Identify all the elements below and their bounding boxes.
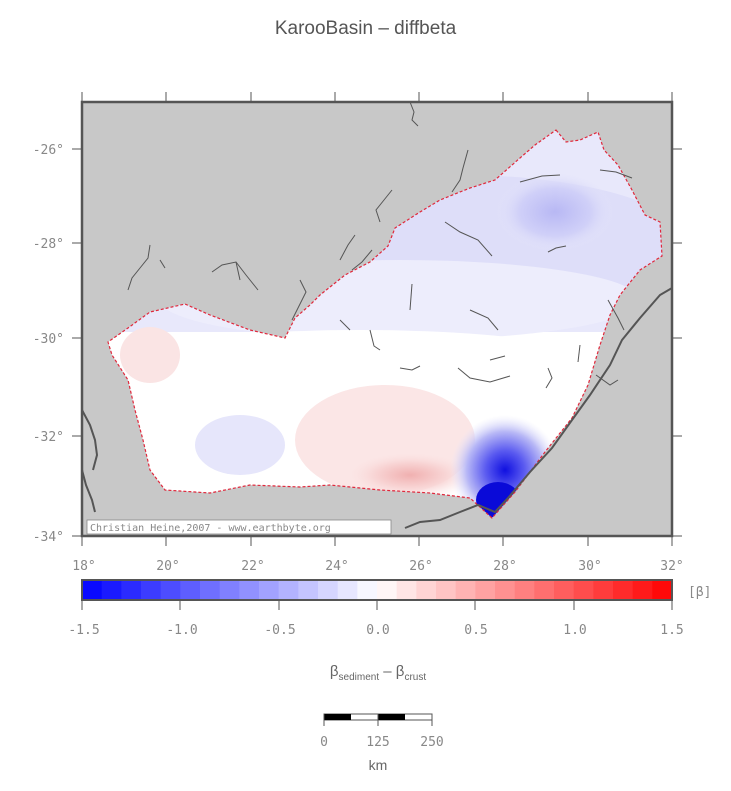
lon-label: 20° bbox=[156, 559, 179, 574]
basin-outline bbox=[107, 129, 663, 519]
lat-label: -34° bbox=[33, 530, 64, 545]
colorbar-cell bbox=[259, 580, 280, 600]
lon-label: 26° bbox=[409, 559, 432, 574]
colorbar-cell bbox=[377, 580, 398, 600]
lon-ticks bbox=[81, 92, 673, 546]
colorbar-cell bbox=[416, 580, 437, 600]
lat-labels: -26° -28° -30° -32° -34° bbox=[33, 143, 64, 545]
colorbar-cell bbox=[239, 580, 260, 600]
colorbar-axis-label: βsediment – βcrust bbox=[330, 663, 426, 683]
colorbar-cell bbox=[613, 580, 634, 600]
colorbar-cell bbox=[200, 580, 221, 600]
colorbar-cell bbox=[534, 580, 555, 600]
colorbar-cell bbox=[573, 580, 594, 600]
scale-unit: km bbox=[369, 757, 388, 773]
lon-label: 24° bbox=[325, 559, 348, 574]
lat-label: -32° bbox=[33, 430, 64, 445]
lat-label: -26° bbox=[33, 143, 64, 158]
colorbar-tick-label: 1.5 bbox=[660, 623, 683, 638]
lon-labels: 18° 20° 22° 24° 26° 28° 30° 32° bbox=[72, 559, 683, 574]
lon-label: 32° bbox=[660, 559, 683, 574]
colorbar-cell bbox=[495, 580, 516, 600]
colorbar-cell bbox=[455, 580, 476, 600]
colorbar-cell bbox=[514, 580, 535, 600]
map-title: KarooBasin – diffbeta bbox=[274, 18, 457, 39]
colorbar: [β] -1.5 -1.0 -0.5 0.0 0.5 1.0 1.5 bbox=[68, 579, 711, 638]
lat-ticks bbox=[72, 148, 682, 537]
colorbar-tick-label: -1.5 bbox=[68, 623, 99, 638]
scale-tick-label: 0 bbox=[320, 735, 328, 750]
colorbar-cell bbox=[101, 580, 122, 600]
colorbar-cell bbox=[278, 580, 299, 600]
colorbar-cell bbox=[593, 580, 614, 600]
scale-tick-label: 125 bbox=[366, 735, 389, 750]
colorbar-cell bbox=[160, 580, 181, 600]
colorbar-cell bbox=[554, 580, 575, 600]
credit-box bbox=[86, 519, 392, 535]
colorbar-cell bbox=[396, 580, 417, 600]
colorbar-tick-labels: -1.5 -1.0 -0.5 0.0 0.5 1.0 1.5 bbox=[68, 623, 683, 638]
colorbar-cell bbox=[318, 580, 339, 600]
colorbar-tick-label: -0.5 bbox=[264, 623, 295, 638]
lon-label: 30° bbox=[578, 559, 601, 574]
colorbar-cell bbox=[180, 580, 201, 600]
lon-label: 28° bbox=[493, 559, 516, 574]
colorbar-cell bbox=[298, 580, 319, 600]
lat-label: -30° bbox=[33, 332, 64, 347]
colorbar-tick-label: -1.0 bbox=[166, 623, 197, 638]
coastline bbox=[81, 287, 673, 529]
colorbar-cell bbox=[652, 580, 673, 600]
colorbar-cell bbox=[82, 580, 103, 600]
colorbar-cell bbox=[141, 580, 162, 600]
scale-tick-label: 250 bbox=[420, 735, 443, 750]
colorbar-unit: [β] bbox=[688, 585, 711, 600]
colorbar-cell bbox=[121, 580, 142, 600]
lon-label: 18° bbox=[72, 559, 95, 574]
scale-bar: 0 125 250 km bbox=[320, 713, 444, 773]
colorbar-ticks bbox=[81, 600, 673, 610]
colorbar-cell bbox=[337, 580, 358, 600]
colorbar-tick-label: 0.0 bbox=[366, 623, 389, 638]
credit-text: Christian Heine,2007 - www.earthbyte.org bbox=[90, 523, 331, 534]
colorbar-tick-label: 0.5 bbox=[464, 623, 487, 638]
colorbar-cell bbox=[219, 580, 240, 600]
colorbar-cell bbox=[436, 580, 457, 600]
rivers bbox=[127, 101, 633, 389]
colorbar-cell bbox=[632, 580, 653, 600]
colorbar-tick-label: 1.0 bbox=[563, 623, 586, 638]
colorbar-cell bbox=[475, 580, 496, 600]
lon-label: 22° bbox=[241, 559, 264, 574]
lat-label: -28° bbox=[33, 237, 64, 252]
colorbar-cell bbox=[357, 580, 378, 600]
colorbar-cells bbox=[82, 580, 673, 600]
map-frame bbox=[80, 100, 674, 538]
